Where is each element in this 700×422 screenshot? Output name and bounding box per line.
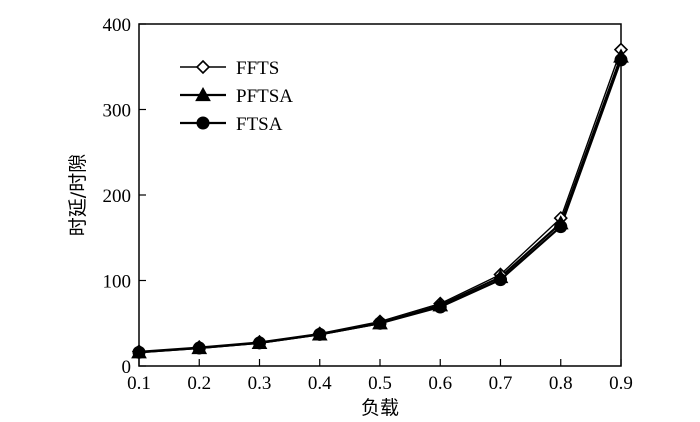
y-tick-label: 400 xyxy=(103,15,132,36)
legend-label: PFTSA xyxy=(236,86,293,107)
x-tick-label: 0.2 xyxy=(187,373,211,394)
x-tick-label: 0.7 xyxy=(489,373,513,394)
y-tick-label: 300 xyxy=(103,101,132,122)
data-point-ftsa xyxy=(132,345,146,359)
y-tick-label: 200 xyxy=(103,186,132,207)
legend-marker-ftsa xyxy=(196,116,210,130)
x-axis-label: 负载 xyxy=(361,397,399,419)
y-axis-ticks: 0 100 200 300 400 xyxy=(103,15,146,378)
data-point-ftsa xyxy=(313,327,327,341)
x-tick-label: 0.9 xyxy=(609,373,633,394)
x-tick-label: 0.6 xyxy=(428,373,452,394)
y-tick-label: 0 xyxy=(122,357,132,378)
x-tick-label: 0.5 xyxy=(368,373,392,394)
x-tick-label: 0.4 xyxy=(308,373,332,394)
data-point-ftsa xyxy=(614,53,628,67)
y-axis-label: 时延/时隙 xyxy=(67,154,89,236)
x-tick-label: 0.8 xyxy=(549,373,573,394)
data-point-ftsa xyxy=(554,220,568,234)
data-point-ftsa xyxy=(373,316,387,330)
legend-label: FTSA xyxy=(236,114,283,135)
legend-label: FFTS xyxy=(236,58,279,79)
data-point-ftsa xyxy=(433,300,447,314)
series-markers xyxy=(131,42,629,359)
y-tick-label: 100 xyxy=(103,272,132,293)
x-tick-label: 0.3 xyxy=(248,373,272,394)
x-axis-ticks: 0.1 0.2 0.3 0.4 0.5 0.6 0.7 0.8 0.9 xyxy=(127,359,633,394)
legend: FFTS PFTSA FTSA xyxy=(180,58,293,135)
data-point-ftsa xyxy=(192,341,206,355)
data-point-ftsa xyxy=(494,273,507,287)
x-tick-label: 0.1 xyxy=(127,373,151,394)
legend-marker-ffts xyxy=(195,59,211,75)
legend-marker-pftsa xyxy=(195,86,211,102)
data-point-ftsa xyxy=(253,336,266,350)
